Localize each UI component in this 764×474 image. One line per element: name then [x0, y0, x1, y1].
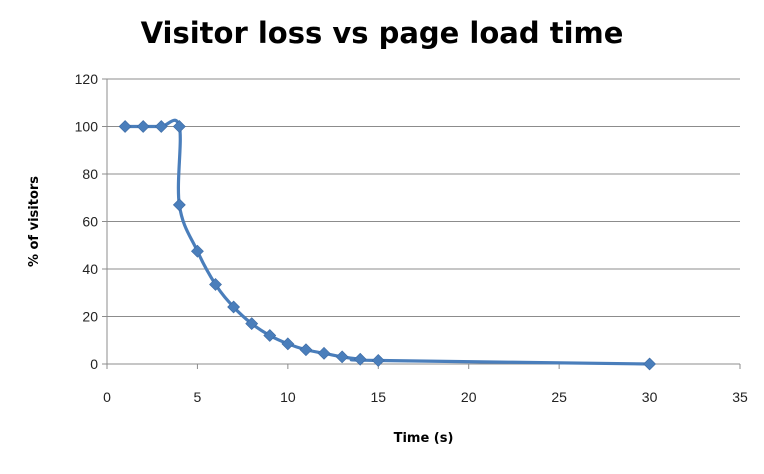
- data-point-0-0: [118, 120, 132, 133]
- data-point-0-5: [191, 244, 204, 258]
- data-point-0-7: [227, 300, 241, 314]
- y-tick-label-3: 60: [82, 214, 98, 230]
- x-tick-label-0: 0: [103, 389, 111, 405]
- data-point-0-10: [281, 337, 295, 351]
- y-tick-label-5: 100: [75, 119, 99, 135]
- data-point-0-3: [172, 120, 186, 133]
- x-tick-label-2: 10: [280, 389, 296, 405]
- data-point-0-16: [643, 357, 656, 371]
- data-point-0-15: [371, 354, 385, 367]
- tick-labels: 0 20 40 60 80 100 120 0 5 10 15 20 25 30 35: [75, 71, 748, 405]
- series-layer: [118, 118, 656, 371]
- x-axis-label: Time (s): [394, 431, 454, 446]
- data-point-0-4: [172, 198, 186, 212]
- data-point-0-14: [353, 352, 367, 366]
- series-line-0: [123, 118, 652, 366]
- data-point-0-12: [317, 346, 331, 360]
- y-tick-label-2: 40: [82, 261, 98, 277]
- y-tick-label-4: 80: [82, 166, 98, 182]
- y-tick-label-1: 20: [82, 309, 98, 325]
- x-tick-label-1: 5: [194, 389, 202, 405]
- data-point-0-1: [136, 120, 150, 133]
- y-tick-label-6: 120: [75, 71, 99, 87]
- y-axis-label: % of visitors: [27, 176, 42, 267]
- y-tick-label-0: 0: [90, 356, 98, 372]
- data-point-0-13: [335, 350, 349, 364]
- x-tick-label-6: 30: [642, 389, 658, 405]
- chart-title: Visitor loss vs page load time: [140, 16, 624, 50]
- x-tick-label-3: 15: [370, 389, 386, 405]
- data-point-0-11: [299, 343, 313, 357]
- x-tick-label-4: 20: [461, 389, 477, 405]
- data-point-0-8: [245, 317, 259, 331]
- x-tick-label-5: 25: [551, 389, 567, 405]
- data-point-0-2: [154, 120, 168, 133]
- data-point-0-9: [263, 329, 277, 342]
- gridlines: [107, 78, 740, 317]
- axes: [102, 78, 741, 369]
- data-point-0-6: [209, 278, 222, 291]
- x-tick-label-7: 35: [732, 389, 748, 405]
